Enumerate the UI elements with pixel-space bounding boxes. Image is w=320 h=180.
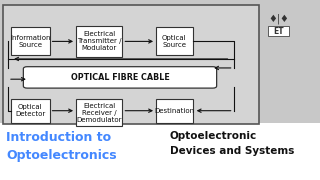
Text: Optoelectronics: Optoelectronics <box>6 149 117 162</box>
FancyBboxPatch shape <box>268 26 289 36</box>
FancyBboxPatch shape <box>0 123 320 180</box>
Text: Electrical
Transmitter /
Modulator: Electrical Transmitter / Modulator <box>77 31 122 51</box>
Text: Information
Source: Information Source <box>10 35 51 48</box>
FancyBboxPatch shape <box>23 67 217 88</box>
Text: ET: ET <box>273 27 284 36</box>
Text: Optoelectronic: Optoelectronic <box>170 131 257 141</box>
Text: Devices and Systems: Devices and Systems <box>170 146 294 156</box>
Text: Optical
Detector: Optical Detector <box>15 104 45 117</box>
FancyBboxPatch shape <box>156 99 193 123</box>
FancyBboxPatch shape <box>3 5 259 124</box>
FancyBboxPatch shape <box>11 99 50 123</box>
Text: Introduction to: Introduction to <box>6 131 112 144</box>
Text: Destination: Destination <box>154 108 195 114</box>
FancyBboxPatch shape <box>156 27 193 55</box>
FancyBboxPatch shape <box>11 27 50 55</box>
Text: Electrical
Receiver /
Demodulator: Electrical Receiver / Demodulator <box>76 102 122 123</box>
FancyBboxPatch shape <box>76 26 122 57</box>
FancyBboxPatch shape <box>76 99 122 126</box>
Text: OPTICAL FIBRE CABLE: OPTICAL FIBRE CABLE <box>71 73 169 82</box>
Text: ♦|♦: ♦|♦ <box>268 14 289 24</box>
Text: Optical
Source: Optical Source <box>162 35 187 48</box>
